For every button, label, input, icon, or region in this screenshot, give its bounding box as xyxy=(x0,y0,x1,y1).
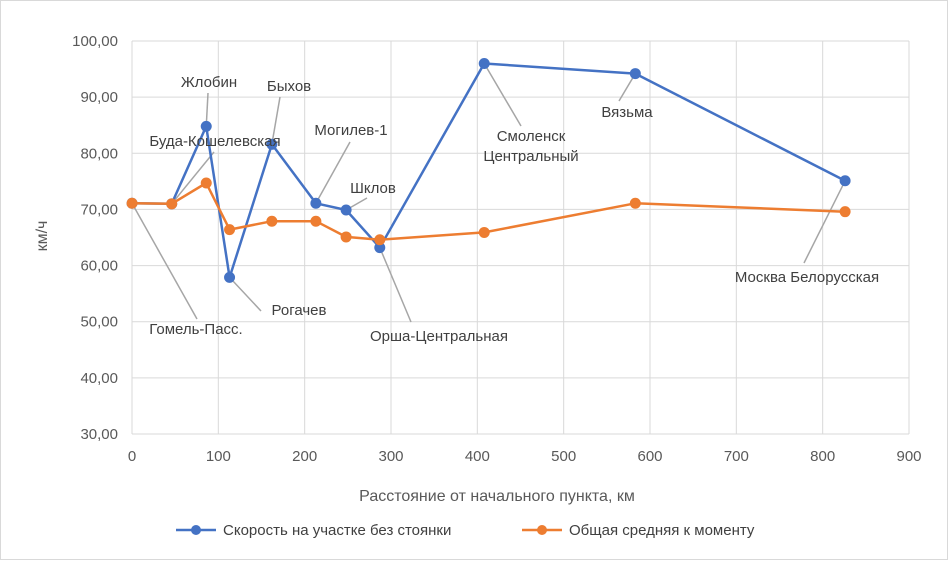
annotation-label: Рогачев xyxy=(272,302,327,319)
series-line-1 xyxy=(131,62,846,279)
annotation-leader-line xyxy=(171,151,215,205)
x-axis-title: Расстояние от начального пункта, км xyxy=(359,488,635,505)
x-tick-label: 400 xyxy=(465,448,490,465)
annotation-label: Шклов xyxy=(350,180,396,197)
annotations: Гомель-Пасс. Буда-Кошелевская Жлобин Рогаче… xyxy=(149,74,879,345)
series-2-point xyxy=(340,231,352,243)
series-2-point xyxy=(478,226,490,238)
series-1-point xyxy=(629,68,641,80)
axis-ticks: 30,00 40,00 50,00 60,00 70,00 80,00 90,00 100,0… xyxy=(72,33,921,465)
series-1-point xyxy=(224,271,236,283)
y-tick-label: 60,00 xyxy=(80,258,118,275)
series-1-point xyxy=(478,57,490,69)
annotation-leader-line xyxy=(315,141,351,204)
series-2-point xyxy=(200,177,212,189)
series-2-point xyxy=(310,215,322,227)
annotation-label-line: Смоленск xyxy=(497,128,566,145)
series-2-point xyxy=(166,198,178,210)
annotation-label: Смоленск Центральный xyxy=(483,128,578,165)
y-tick-label: 40,00 xyxy=(80,370,118,387)
x-tick-label: 900 xyxy=(896,448,921,465)
annotation-leaders xyxy=(131,63,846,323)
x-tick-label: 0 xyxy=(128,448,136,465)
x-tick-label: 100 xyxy=(206,448,231,465)
x-tick-label: 200 xyxy=(292,448,317,465)
annotation-label: Вязьма xyxy=(601,104,653,121)
annotation-leader-line xyxy=(803,180,846,264)
series-2-point xyxy=(839,206,851,218)
series-1-point xyxy=(266,138,278,150)
series-1-point xyxy=(200,120,212,132)
series-1-point xyxy=(340,204,352,216)
annotation-leader-line xyxy=(379,247,412,323)
x-tick-label: 600 xyxy=(637,448,662,465)
annotation-leader-line xyxy=(205,92,209,127)
annotation-leader-line xyxy=(483,63,522,127)
gridlines xyxy=(131,40,910,435)
y-tick-label: 80,00 xyxy=(80,145,118,162)
series-2-point xyxy=(224,224,236,236)
series-1-point xyxy=(839,175,851,187)
legend-marker-1 xyxy=(191,525,201,535)
annotation-label: Могилев-1 xyxy=(314,122,387,139)
y-tick-label: 70,00 xyxy=(80,201,118,218)
x-tick-label: 800 xyxy=(810,448,835,465)
annotation-leader-line xyxy=(271,96,281,145)
annotation-leader-line xyxy=(131,202,198,320)
legend: Скорость на участке без стоянки Общая сре… xyxy=(176,522,755,539)
x-tick-label: 700 xyxy=(724,448,749,465)
legend-marker-2 xyxy=(537,525,547,535)
series-2-point xyxy=(629,197,641,209)
series-2-point xyxy=(374,234,386,246)
y-axis-title: км/ч xyxy=(34,221,51,252)
y-tick-label: 90,00 xyxy=(80,89,118,106)
annotation-leader-line xyxy=(229,276,262,312)
series-2-point xyxy=(126,197,138,209)
x-tick-label: 300 xyxy=(378,448,403,465)
series-2-point xyxy=(266,215,278,227)
series-1-point xyxy=(310,197,322,209)
y-tick-label: 100,00 xyxy=(72,33,118,50)
legend-label-2: Общая средняя к моменту xyxy=(569,522,755,539)
x-tick-label: 500 xyxy=(551,448,576,465)
annotation-label: Буда-Кошелевская xyxy=(149,133,280,150)
annotation-label: Орша-Центральная xyxy=(370,328,508,345)
y-tick-label: 30,00 xyxy=(80,426,118,443)
legend-label-1: Скорость на участке без стоянки xyxy=(223,522,451,539)
annotation-label: Жлобин xyxy=(181,74,237,91)
annotation-label: Гомель-Пасс. xyxy=(149,321,242,338)
annotation-label-line: Центральный xyxy=(483,148,578,165)
series-lines xyxy=(126,57,851,283)
y-tick-label: 50,00 xyxy=(80,314,118,331)
annotation-label: Москва Белорусская xyxy=(735,269,879,286)
annotation-label: Быхов xyxy=(267,78,311,95)
